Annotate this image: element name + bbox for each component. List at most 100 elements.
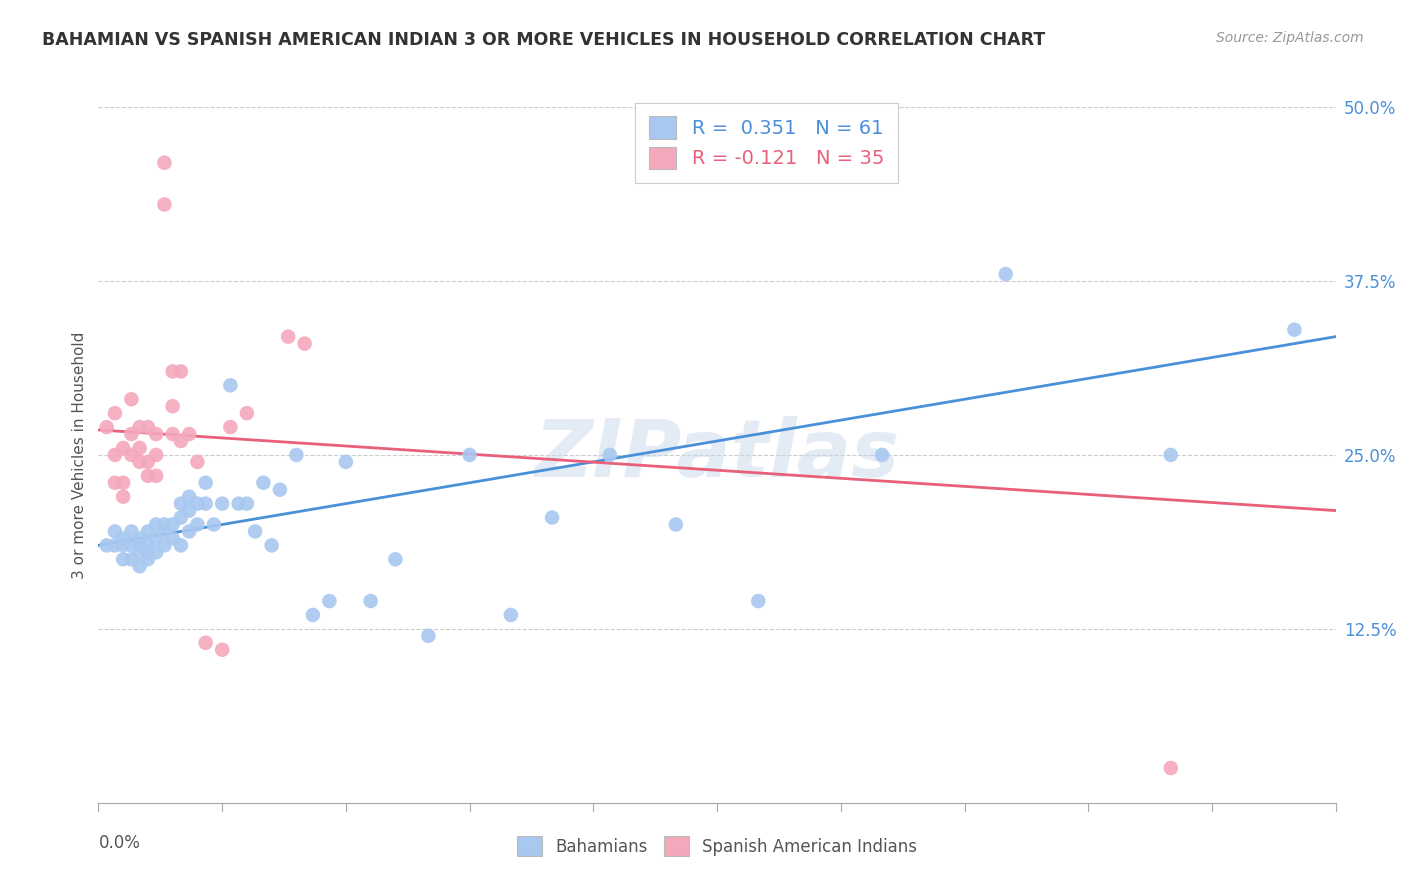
Point [499,607,522,622]
Point [318,594,340,608]
Point [994,267,1017,281]
Point [194,636,217,650]
Point [162,532,184,546]
Point [599,448,621,462]
Point [136,468,159,483]
Point [104,475,127,490]
Point [162,517,184,532]
Point [236,406,259,420]
Point [128,441,150,455]
Point [112,475,135,490]
Point [128,420,150,434]
Point [145,448,167,462]
Point [153,517,176,532]
Point [202,517,225,532]
Point [112,490,135,504]
Point [665,517,688,532]
Point [136,524,159,539]
Point [112,552,135,566]
Point [179,524,201,539]
Point [153,538,176,552]
Text: ZIPatlas: ZIPatlas [534,416,900,494]
Point [384,552,406,566]
Point [153,524,176,539]
Point [285,448,308,462]
Point [186,455,208,469]
Point [179,427,201,442]
Point [104,448,127,462]
Text: 0.0%: 0.0% [98,834,141,852]
Point [1160,448,1182,462]
Point [136,552,159,566]
Point [170,364,193,378]
Point [179,503,201,517]
Point [277,329,299,343]
Point [120,524,142,539]
Point [128,455,150,469]
Point [136,538,159,552]
Point [145,468,167,483]
Point [162,399,184,413]
Point [219,420,242,434]
Point [104,406,127,420]
Point [252,475,274,490]
Point [136,455,159,469]
Point [194,475,217,490]
Point [128,559,150,574]
Point [335,455,357,469]
Point [120,552,142,566]
Point [260,538,283,552]
Point [128,545,150,559]
Point [360,594,382,608]
Point [162,427,184,442]
Point [104,538,127,552]
Point [179,490,201,504]
Point [219,378,242,392]
Point [153,197,176,211]
Point [228,497,250,511]
Text: Source: ZipAtlas.com: Source: ZipAtlas.com [1216,31,1364,45]
Point [96,538,118,552]
Point [120,427,142,442]
Point [294,336,316,351]
Text: BAHAMIAN VS SPANISH AMERICAN INDIAN 3 OR MORE VEHICLES IN HOUSEHOLD CORRELATION : BAHAMIAN VS SPANISH AMERICAN INDIAN 3 OR… [42,31,1046,49]
Point [211,642,233,657]
Point [170,538,193,552]
Point [194,497,217,511]
Point [1284,323,1306,337]
Point [541,510,564,524]
Point [153,155,176,169]
Point [211,497,233,511]
Point [120,538,142,552]
Point [145,532,167,546]
Point [186,497,208,511]
Legend: Bahamians, Spanish American Indians: Bahamians, Spanish American Indians [509,828,925,864]
Point [136,545,159,559]
Point [236,497,259,511]
Point [170,510,193,524]
Point [170,434,193,448]
Point [1160,761,1182,775]
Point [747,594,769,608]
Y-axis label: 3 or more Vehicles in Household: 3 or more Vehicles in Household [72,331,87,579]
Point [112,441,135,455]
Point [186,517,208,532]
Point [870,448,893,462]
Point [128,532,150,546]
Point [418,629,440,643]
Point [458,448,481,462]
Point [96,420,118,434]
Point [120,448,142,462]
Point [136,420,159,434]
Point [170,497,193,511]
Point [120,392,142,407]
Point [145,427,167,442]
Point [162,364,184,378]
Point [112,538,135,552]
Point [302,607,325,622]
Point [269,483,291,497]
Point [145,517,167,532]
Point [243,524,266,539]
Point [112,532,135,546]
Point [104,524,127,539]
